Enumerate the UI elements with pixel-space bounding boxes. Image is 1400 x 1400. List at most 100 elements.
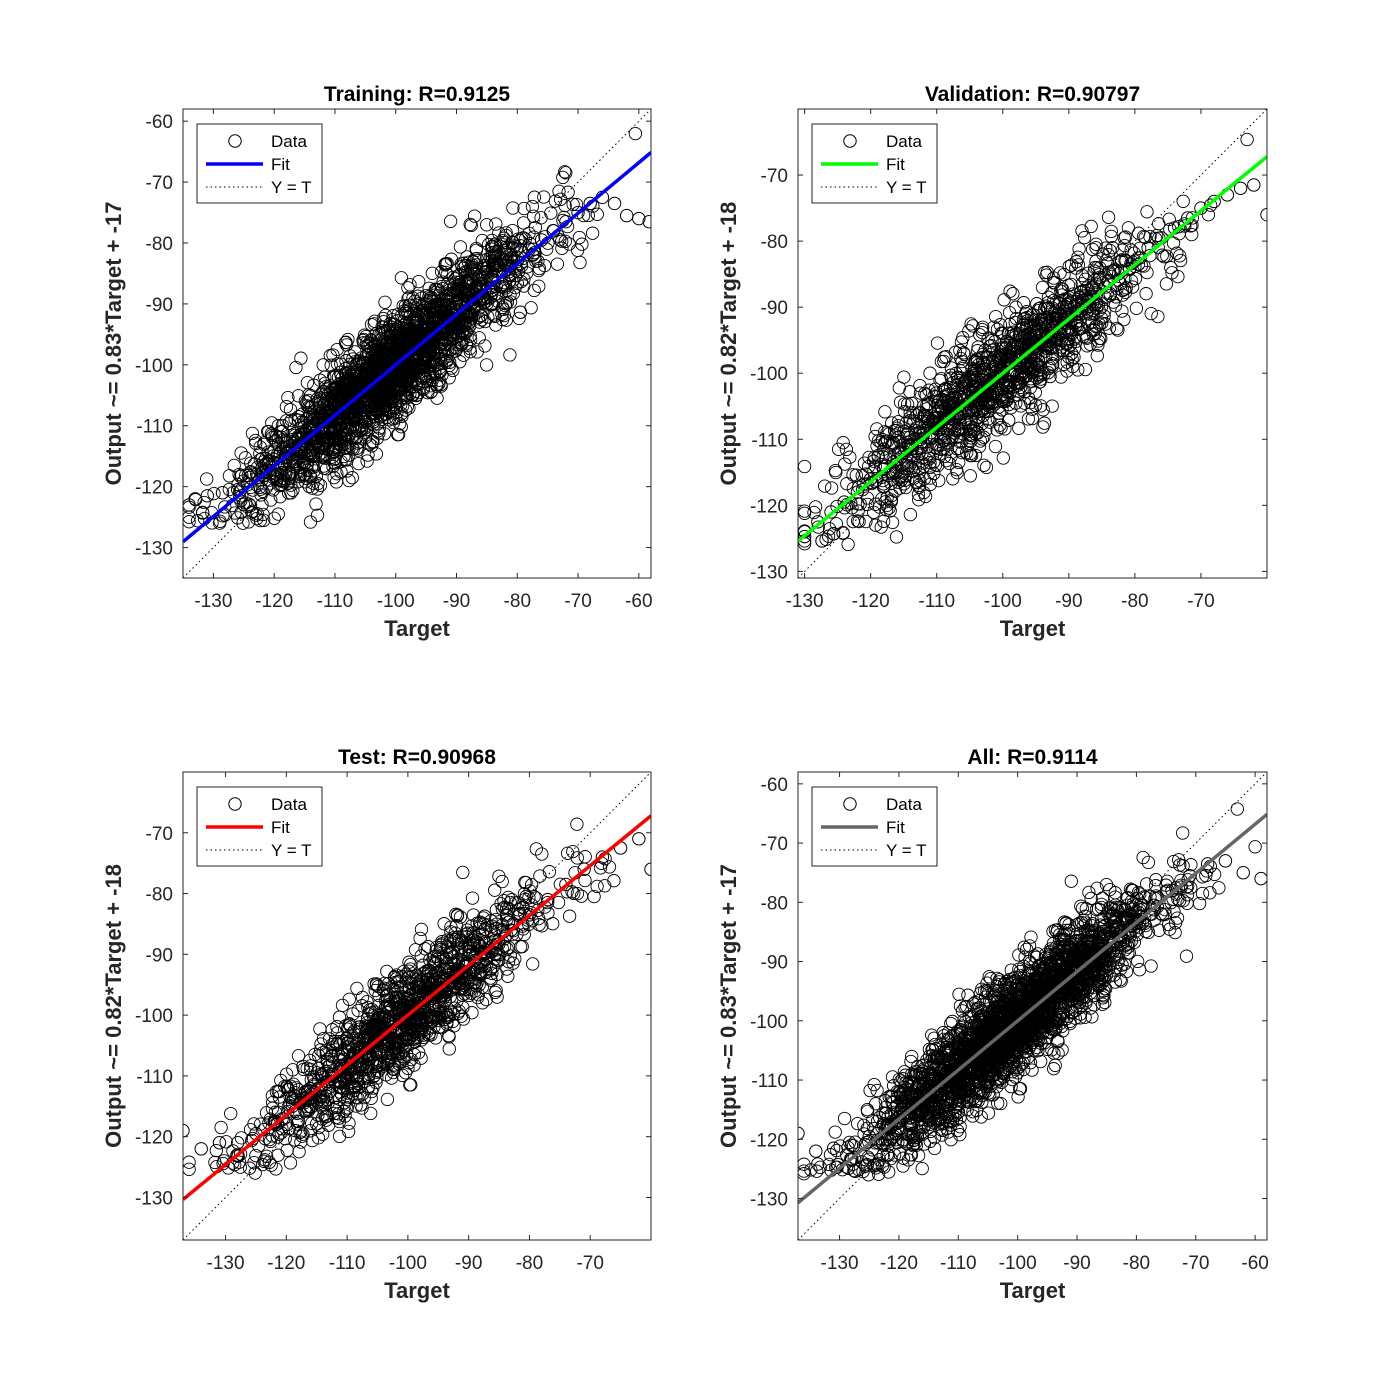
validation-data-point (1233, 181, 1248, 195)
test-cloud-point (304, 1059, 318, 1073)
training-cloud-point (514, 232, 528, 246)
validation-cloud-point (878, 436, 892, 450)
test-cloud-point (503, 949, 518, 963)
validation-cloud-point (1047, 276, 1061, 290)
validation-x-tick-label: -100 (984, 591, 1022, 612)
validation-cloud-point (807, 505, 821, 520)
validation-cloud-point (952, 441, 966, 455)
test-cloud-point (380, 1092, 395, 1107)
training-cloud-point (387, 377, 402, 392)
training-cloud-point (325, 446, 339, 460)
validation-cloud-point (912, 426, 927, 440)
test-cloud-point (465, 929, 479, 944)
validation-cloud-point (903, 507, 918, 522)
training-cloud-point (489, 217, 503, 231)
test-cloud-point (541, 906, 555, 920)
validation-cloud-point (912, 465, 926, 480)
validation-cloud-point (1078, 272, 1092, 286)
validation-cloud-point (1036, 403, 1050, 417)
training-cloud-point (380, 407, 394, 421)
training-cloud-point (382, 349, 396, 363)
test-cloud-point (361, 1000, 375, 1015)
training-cloud-point (268, 428, 282, 442)
training-cloud-point (305, 410, 320, 425)
validation-cloud-point (877, 479, 891, 493)
training-cloud-point (369, 388, 384, 402)
validation-cloud-point (871, 450, 885, 464)
validation-cloud-point (976, 408, 990, 423)
training-cloud-point (416, 380, 431, 395)
validation-cloud-point (1125, 280, 1140, 294)
panel-training: -130 -120 -110 -100 -90 -80 -70 -60-130-120-110… (101, 83, 653, 641)
training-cloud-point (302, 479, 316, 494)
training-cloud-point (269, 434, 283, 448)
training-cloud-point (517, 201, 531, 216)
validation-cloud-point (1025, 411, 1039, 426)
test-cloud-point (431, 1002, 445, 1017)
validation-x-tick-label: -130 (786, 591, 824, 612)
training-cloud-point (356, 333, 370, 348)
validation-cloud-point (1089, 301, 1104, 316)
validation-cloud-point (918, 489, 933, 504)
training-cloud-point (478, 339, 492, 353)
training-cloud-point (324, 432, 339, 446)
validation-cloud-point (1027, 339, 1041, 353)
validation-cloud-point (971, 405, 986, 419)
test-cloud-point (590, 879, 604, 894)
training-cloud-point (342, 448, 356, 462)
training-data-point (510, 254, 524, 268)
test-cloud-point (340, 1082, 355, 1096)
validation-cloud-point (829, 517, 844, 531)
training-data-point (632, 211, 646, 226)
validation-cloud-point (1176, 194, 1190, 208)
validation-cloud-point (1124, 274, 1139, 288)
training-cloud-point (397, 318, 412, 332)
validation-cloud-point (852, 514, 866, 529)
validation-cloud-point (962, 324, 976, 338)
training-legend-label: Data (271, 132, 307, 151)
training-cloud-point (266, 483, 280, 497)
validation-cloud-point (1090, 319, 1104, 333)
validation-cloud-point (894, 464, 908, 478)
training-data-point (200, 489, 215, 503)
validation-data-point (837, 495, 851, 509)
test-cloud-point (293, 1125, 307, 1140)
training-x-label: Target (384, 616, 450, 641)
test-cloud-point (420, 969, 434, 983)
training-cloud-point (207, 486, 221, 501)
validation-cloud-point (1083, 337, 1097, 351)
validation-cloud-point (1101, 210, 1116, 224)
training-cloud-point (313, 400, 327, 414)
validation-cloud-point (1104, 224, 1118, 239)
validation-cloud-point (1091, 334, 1106, 348)
validation-y-tick-label: -110 (751, 430, 788, 451)
test-cloud-point (281, 1104, 295, 1119)
training-cloud-point (236, 516, 250, 530)
validation-cloud-point (1094, 300, 1109, 314)
validation-cloud-point (1118, 230, 1133, 244)
validation-cloud-point (1128, 259, 1142, 273)
validation-cloud-point (913, 378, 927, 393)
training-cloud-point (394, 271, 409, 285)
training-cloud-point (316, 385, 330, 399)
training-cloud-point (459, 316, 473, 331)
training-cloud-point (227, 458, 241, 473)
validation-cloud-point (1110, 321, 1124, 336)
test-cloud-point (319, 1113, 333, 1127)
validation-cloud-point (822, 522, 837, 536)
test-cloud-point (598, 879, 612, 893)
training-cloud-point (358, 421, 372, 435)
validation-cloud-point (1203, 198, 1218, 212)
test-cloud-point (560, 846, 575, 860)
training-cloud-point (331, 370, 346, 384)
validation-cloud-point (1046, 324, 1060, 339)
training-cloud-point (402, 401, 416, 415)
training-cloud-point (303, 515, 318, 529)
training-cloud-point (428, 282, 442, 296)
training-cloud-point (255, 498, 269, 512)
training-cloud-point (492, 226, 506, 240)
training-data-point (559, 214, 573, 229)
test-cloud-point (426, 954, 441, 969)
